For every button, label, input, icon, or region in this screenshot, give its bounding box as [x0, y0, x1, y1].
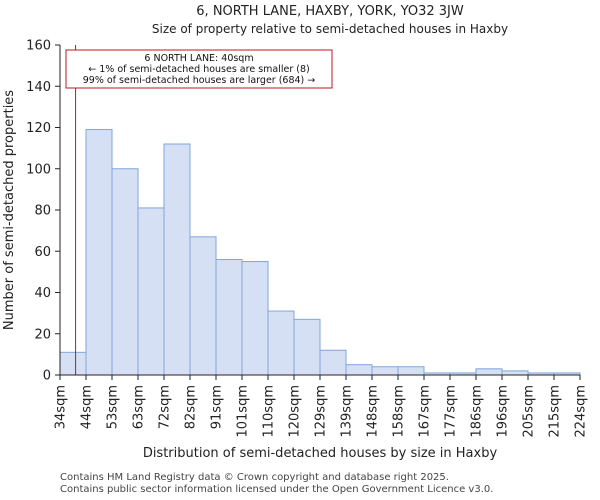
bar-9: [293, 318, 321, 376]
footer-licence: Contains public sector information licen…: [60, 484, 494, 495]
x-tick-label-4: 72sqm: [158, 385, 173, 429]
annotation-line-1: 6 NORTH LANE: 40sqm: [144, 53, 253, 64]
x-tick-label-6: 91sqm: [210, 385, 225, 429]
bar-4: [163, 143, 191, 376]
bar-11: [345, 364, 373, 376]
x-tick-label-20: 224sqm: [574, 385, 589, 438]
x-tick-label-1: 44sqm: [80, 385, 95, 429]
y-tick-label-2: 40: [34, 286, 51, 301]
bar-8: [267, 310, 295, 376]
x-tick-label-2: 53sqm: [106, 385, 121, 429]
bar-6: [215, 259, 243, 376]
x-tick-label-7: 101sqm: [236, 385, 251, 438]
x-tick-label-19: 215sqm: [548, 385, 563, 438]
y-tick-label-8: 160: [26, 39, 51, 54]
bar-0: [59, 351, 87, 376]
y-tick-label-6: 120: [26, 121, 51, 136]
y-axis-label: Number of semi-detached properties: [2, 90, 17, 330]
y-tick-label-4: 80: [34, 204, 51, 219]
footer-copyright: Contains HM Land Registry data © Crown c…: [60, 472, 449, 483]
x-tick-label-10: 129sqm: [314, 385, 329, 438]
bar-2: [111, 168, 139, 376]
x-tick-label-16: 186sqm: [470, 385, 485, 438]
x-tick-label-14: 167sqm: [418, 385, 433, 438]
bar-16: [475, 368, 503, 376]
bar-5: [189, 236, 217, 376]
x-tick-label-3: 63sqm: [132, 385, 147, 429]
annotation-line-3: 99% of semi-detached houses are larger (…: [83, 75, 316, 86]
bar-3: [137, 207, 165, 376]
x-ticks-group: 34sqm 44sqm 53sqm 63sqm 72sqm 82sqm 91sqm 101sq…: [54, 375, 589, 438]
chart-title: 6, NORTH LANE, HAXBY, YORK, YO32 3JW: [196, 4, 464, 19]
bar-17: [501, 370, 529, 376]
y-tick-label-3: 60: [34, 245, 51, 260]
x-tick-label-17: 196sqm: [496, 385, 511, 438]
x-tick-label-9: 120sqm: [288, 385, 303, 438]
x-tick-label-0: 34sqm: [54, 385, 69, 429]
annotation-line-2: ← 1% of semi-detached houses are smaller…: [88, 64, 309, 75]
bar-1: [85, 129, 113, 376]
bar-7: [241, 261, 269, 376]
x-tick-label-5: 82sqm: [184, 385, 199, 429]
x-tick-label-18: 205sqm: [522, 385, 537, 438]
x-tick-label-15: 177sqm: [444, 385, 459, 438]
histogram-chart: 6, NORTH LANE, HAXBY, YORK, YO32 3JW Siz…: [2, 4, 589, 461]
x-tick-label-11: 139sqm: [340, 385, 355, 438]
x-tick-label-13: 158sqm: [392, 385, 407, 438]
y-ticks-group: 0 20 40 60 80 100 120 140 160: [26, 39, 60, 384]
chart-subtitle: Size of property relative to semi-detach…: [152, 22, 508, 36]
x-tick-label-8: 110sqm: [262, 385, 277, 438]
bar-12: [371, 366, 399, 376]
bar-10: [319, 349, 347, 376]
x-tick-label-12: 148sqm: [366, 385, 381, 438]
y-tick-label-1: 20: [34, 327, 51, 342]
bar-13: [397, 366, 425, 376]
y-tick-label-7: 140: [26, 80, 51, 95]
annotation-box: [65, 49, 333, 89]
bars-group: [59, 129, 581, 376]
x-axis-label: Distribution of semi-detached houses by …: [143, 446, 498, 461]
y-tick-label-5: 100: [26, 162, 51, 177]
y-tick-label-0: 0: [43, 369, 51, 384]
